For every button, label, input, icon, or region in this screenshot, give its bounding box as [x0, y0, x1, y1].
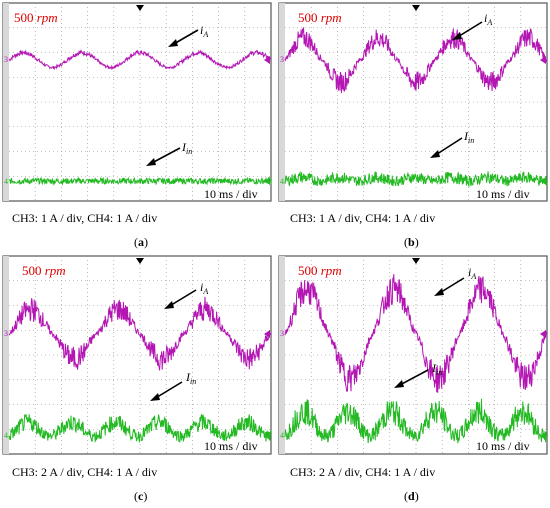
ch3-trace-iA [8, 296, 272, 371]
Iin-label: Iin [185, 370, 196, 386]
scope-left-bar [3, 3, 9, 201]
ch4-trace-Iin [8, 414, 272, 444]
Iin-label: Iin [431, 361, 442, 377]
arrow-iA [434, 277, 465, 296]
ch3-trace-iA [284, 274, 548, 393]
speed-label: 500 rpm [14, 10, 58, 25]
arrow-Iin [394, 369, 429, 388]
ch3-marker: 3 [4, 55, 8, 64]
arrow-Iin [146, 147, 181, 166]
panel-c: 500 rpm 3 4 iA Iin 10 ms / div CH3: 2 A … [2, 255, 272, 503]
panel-caption: (c) [134, 489, 147, 503]
scope-left-bar [3, 256, 9, 454]
ch3-offset-marker [540, 330, 546, 338]
channel-scale-label: CH3: 2 A / div, CH4: 1 A / div [12, 465, 157, 479]
ch4-offset-marker [540, 177, 546, 185]
iA-label: iA [200, 280, 208, 296]
channel-scale-label: CH3: 2 A / div, CH4: 1 A / div [290, 465, 435, 479]
ch3-marker: 3 [4, 329, 8, 338]
arrow-iA [168, 29, 199, 47]
channel-scale-label: CH3: 1 A / div, CH4: 1 A / div [12, 211, 157, 225]
Iin-label: Iin [463, 129, 474, 145]
ch4-marker: 4 [4, 431, 8, 440]
panel-a: 500 rpm 3 4 iA Iin 10 ms / div CH3: 1 A … [2, 2, 272, 249]
speed-label: 500 rpm [22, 263, 66, 278]
arrow-Iin [430, 137, 463, 158]
panel-caption: (d) [404, 489, 419, 503]
trigger-marker [136, 258, 144, 264]
scope-left-bar [279, 3, 285, 201]
timebase-label: 10 ms / div [204, 187, 258, 201]
panel-d: 500 rpm 3 4 iA Iin 10 ms / div CH3: 2 A … [278, 255, 548, 503]
Iin-label: Iin [181, 140, 192, 156]
ch4-trace-Iin [284, 398, 548, 444]
iA-label: iA [484, 11, 492, 27]
arrow-Iin [150, 381, 183, 401]
trigger-marker [136, 5, 144, 11]
speed-label: 500 rpm [298, 263, 342, 278]
scope-screen-frame [2, 255, 272, 455]
panel-caption: (a) [134, 235, 148, 249]
ch4-trace-Iin [284, 170, 548, 188]
ch3-trace-iA [284, 27, 548, 94]
ch4-marker: 4 [4, 177, 8, 186]
ch4-offset-marker [264, 432, 270, 440]
scope-left-bar [279, 256, 285, 454]
ch3-marker: 3 [280, 329, 284, 338]
trigger-marker [412, 258, 420, 264]
scope-grid [9, 3, 271, 201]
panel-b: 500 rpm 3 4 iA Iin 10 ms / div CH3: 1 A … [278, 2, 548, 249]
ch3-marker: 3 [280, 55, 284, 64]
arrow-iA [164, 289, 197, 309]
ch4-offset-marker [540, 432, 546, 440]
ch3-offset-marker [264, 56, 270, 64]
timebase-label: 10 ms / div [204, 439, 258, 453]
ch4-marker: 4 [280, 177, 284, 186]
ch3-offset-marker [264, 330, 270, 338]
panel-caption: (b) [404, 235, 419, 249]
trigger-marker [412, 5, 420, 11]
ch3-offset-marker [540, 56, 546, 64]
timebase-label: 10 ms / div [476, 439, 530, 453]
timebase-label: 10 ms / div [476, 187, 530, 201]
iA-label: iA [200, 23, 208, 39]
ch4-trace-Iin [8, 176, 272, 186]
ch4-marker: 4 [280, 431, 284, 440]
ch4-offset-marker [264, 177, 270, 185]
scope-grid [285, 3, 547, 201]
arrow-iA [452, 21, 483, 40]
speed-label: 500 rpm [298, 10, 342, 25]
ch3-trace-iA [8, 49, 272, 71]
channel-scale-label: CH3: 1 A / div, CH4: 1 A / div [290, 211, 435, 225]
iA-label: iA [468, 265, 476, 281]
